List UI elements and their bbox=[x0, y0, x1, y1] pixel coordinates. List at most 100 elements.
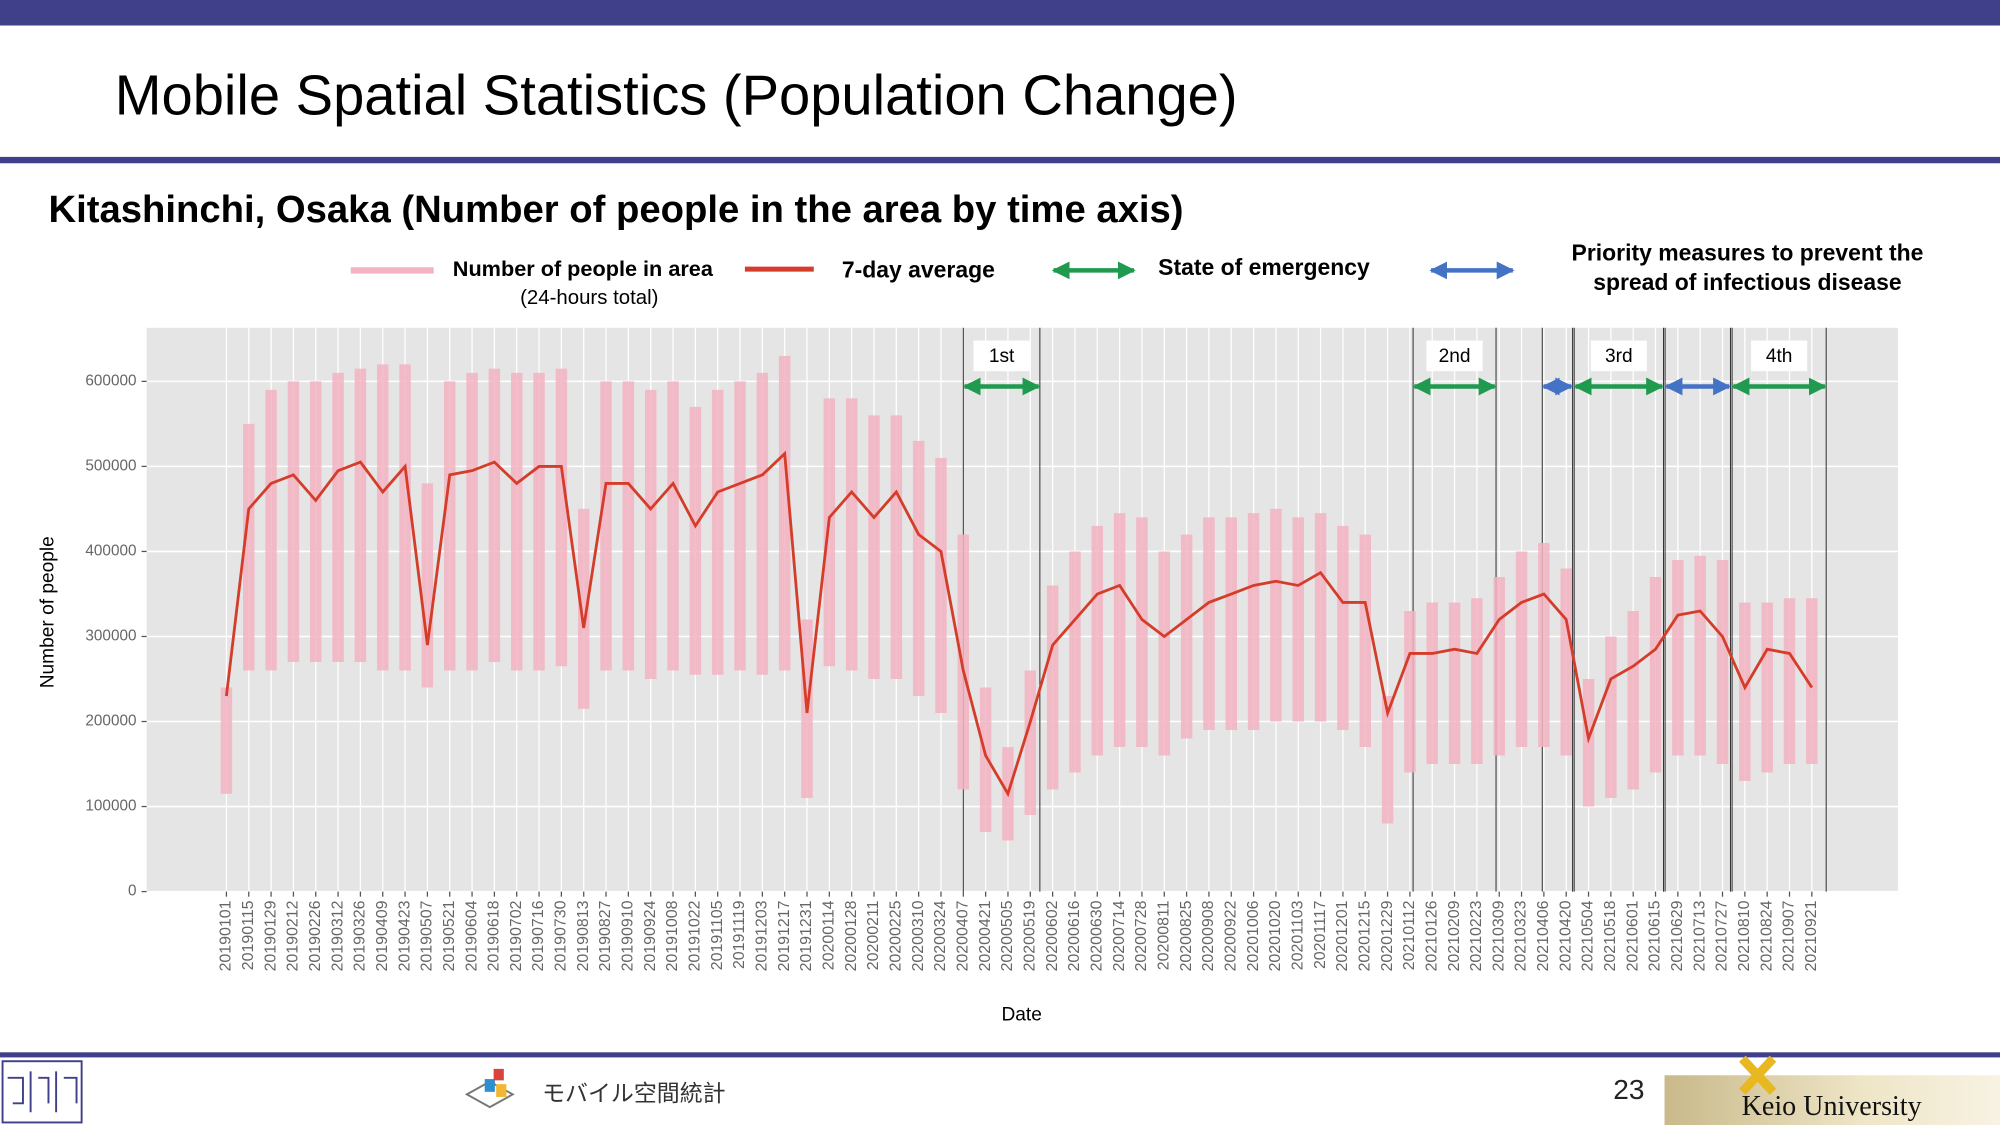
x-tick-label: 20200421 bbox=[977, 900, 994, 971]
chart-title: Kitashinchi, Osaka (Number of people in … bbox=[48, 188, 1183, 231]
period-label: 2nd bbox=[1439, 346, 1471, 367]
x-tick-label: 20200519 bbox=[1021, 900, 1038, 971]
x-tick-label: 20200616 bbox=[1066, 900, 1083, 971]
y-axis-label: Number of people bbox=[38, 536, 59, 688]
x-tick-label: 20200505 bbox=[999, 900, 1016, 971]
x-tick-label: 20200811 bbox=[1155, 900, 1172, 970]
x-tick-label: 20200922 bbox=[1222, 900, 1239, 971]
x-tick-label: 20190827 bbox=[597, 900, 614, 971]
x-tick-label: 20200211 bbox=[865, 900, 882, 970]
x-tick-label: 20200225 bbox=[888, 900, 905, 971]
x-tick-label: 20190507 bbox=[419, 900, 436, 971]
x-tick-label: 20191105 bbox=[709, 900, 726, 970]
x-tick-label: 20200714 bbox=[1111, 900, 1128, 971]
x-tick-label: 20200128 bbox=[843, 900, 860, 971]
x-tick-label: 20190730 bbox=[553, 900, 570, 971]
page-number: 23 bbox=[1613, 1074, 1644, 1105]
x-tick-label: 20200324 bbox=[932, 900, 949, 971]
average-line bbox=[225, 450, 1814, 798]
period-label: 3rd bbox=[1605, 346, 1633, 367]
x-tick-label: 20191008 bbox=[664, 900, 681, 971]
legend-label: Priority measures to prevent the bbox=[1572, 240, 1924, 266]
legend-label: 7-day average bbox=[842, 257, 995, 283]
footer-rule bbox=[0, 1052, 2000, 1058]
y-tick-label: 100000 bbox=[85, 798, 136, 815]
period-label: 4th bbox=[1766, 346, 1793, 367]
x-tick-label: 20210223 bbox=[1468, 900, 1485, 971]
slide-title: Mobile Spatial Statistics (Population Ch… bbox=[115, 63, 1238, 126]
x-tick-label: 20201006 bbox=[1245, 900, 1262, 971]
x-tick-label: 20210406 bbox=[1535, 900, 1552, 971]
x-tick-label: 20210309 bbox=[1490, 900, 1507, 971]
x-tick-label: 20190226 bbox=[307, 900, 324, 971]
x-tick-label: 20190409 bbox=[374, 900, 391, 971]
x-tick-label: 20210810 bbox=[1736, 900, 1753, 971]
x-tick-label: 20190702 bbox=[508, 900, 525, 971]
title-rule bbox=[0, 156, 2000, 164]
y-tick-label: 500000 bbox=[85, 457, 136, 474]
x-tick-label: 20200114 bbox=[821, 900, 838, 970]
x-tick-label: 20200310 bbox=[910, 900, 927, 971]
x-tick-label: 20200825 bbox=[1178, 900, 1195, 971]
x-tick-label: 20210518 bbox=[1602, 900, 1619, 971]
msb-logo-icon bbox=[464, 1068, 515, 1109]
period-label: 1st bbox=[989, 346, 1015, 367]
x-tick-label: 20200602 bbox=[1044, 900, 1061, 971]
x-tick-label: 20190212 bbox=[285, 900, 302, 971]
x-tick-label: 20210112 bbox=[1401, 900, 1418, 970]
x-tick-label: 20210713 bbox=[1691, 900, 1708, 971]
y-tick-label: 200000 bbox=[85, 713, 136, 730]
x-tick-label: 20210209 bbox=[1446, 900, 1463, 971]
x-tick-label: 20200728 bbox=[1133, 900, 1150, 971]
x-tick-label: 20190312 bbox=[329, 900, 346, 971]
x-tick-label: 20201020 bbox=[1267, 900, 1284, 971]
university-banner bbox=[1664, 1075, 2000, 1125]
x-tick-label: 20200630 bbox=[1088, 900, 1105, 971]
legend-label: spread of infectious disease bbox=[1593, 269, 1901, 295]
x-tick-label: 20190813 bbox=[575, 900, 592, 971]
x-tick-label: 20201201 bbox=[1334, 900, 1351, 971]
x-tick-label: 20190326 bbox=[352, 900, 369, 971]
chart: 0 100000 200000 300000 400000 500000 600000 201… bbox=[38, 240, 1924, 1026]
x-tick-label: 20200908 bbox=[1200, 900, 1217, 971]
lab-logo bbox=[1, 1060, 83, 1124]
x-tick-label: 20210323 bbox=[1513, 900, 1530, 971]
legend-label: Number of people in area bbox=[453, 256, 714, 281]
period-label-box bbox=[1590, 340, 1647, 372]
x-tick-label: 20190423 bbox=[396, 900, 413, 971]
x-tick-label: 20191217 bbox=[776, 900, 793, 971]
x-tick-label: 20210504 bbox=[1580, 900, 1597, 971]
x-tick-label: 20190910 bbox=[620, 900, 637, 971]
x-tick-label: 20201215 bbox=[1356, 900, 1373, 971]
x-tick-label: 20210824 bbox=[1758, 900, 1775, 971]
y-tick-label: 600000 bbox=[85, 372, 136, 389]
x-tick-label: 20210921 bbox=[1803, 900, 1820, 971]
x-tick-label: 20210615 bbox=[1647, 900, 1664, 971]
x-tick-label: 20191203 bbox=[754, 900, 771, 971]
y-tick-label: 400000 bbox=[85, 542, 136, 559]
x-tick-label: 20210907 bbox=[1781, 900, 1798, 971]
x-tick-label: 20191022 bbox=[687, 900, 704, 971]
footer-logo-text: モバイル空間統計 bbox=[542, 1081, 726, 1107]
x-tick-label: 20210727 bbox=[1714, 900, 1731, 971]
top-bar bbox=[0, 0, 2000, 26]
x-tick-label: 20210601 bbox=[1624, 900, 1641, 971]
legend-note: (24-hours total) bbox=[520, 287, 658, 309]
x-tick-label: 20201229 bbox=[1379, 900, 1396, 971]
y-tick-label: 300000 bbox=[85, 628, 136, 645]
x-axis-label: Date bbox=[1001, 1004, 1041, 1025]
x-tick-label: 20190924 bbox=[642, 900, 659, 971]
x-tick-label: 20190521 bbox=[441, 900, 458, 971]
x-tick-label: 20210126 bbox=[1423, 900, 1440, 971]
x-tick-label: 20191231 bbox=[798, 900, 815, 971]
x-tick-label: 20210420 bbox=[1557, 900, 1574, 971]
x-tick-label: 20190618 bbox=[486, 900, 503, 971]
x-tick-label: 20201103 bbox=[1289, 900, 1306, 970]
legend-label: State of emergency bbox=[1158, 254, 1370, 280]
x-tick-label: 20201117 bbox=[1312, 900, 1329, 969]
y-tick-label: 0 bbox=[128, 883, 137, 900]
university-name: Keio University bbox=[1742, 1091, 1922, 1122]
x-tick-label: 20190101 bbox=[218, 900, 235, 971]
university-emblem bbox=[1739, 1055, 1777, 1095]
